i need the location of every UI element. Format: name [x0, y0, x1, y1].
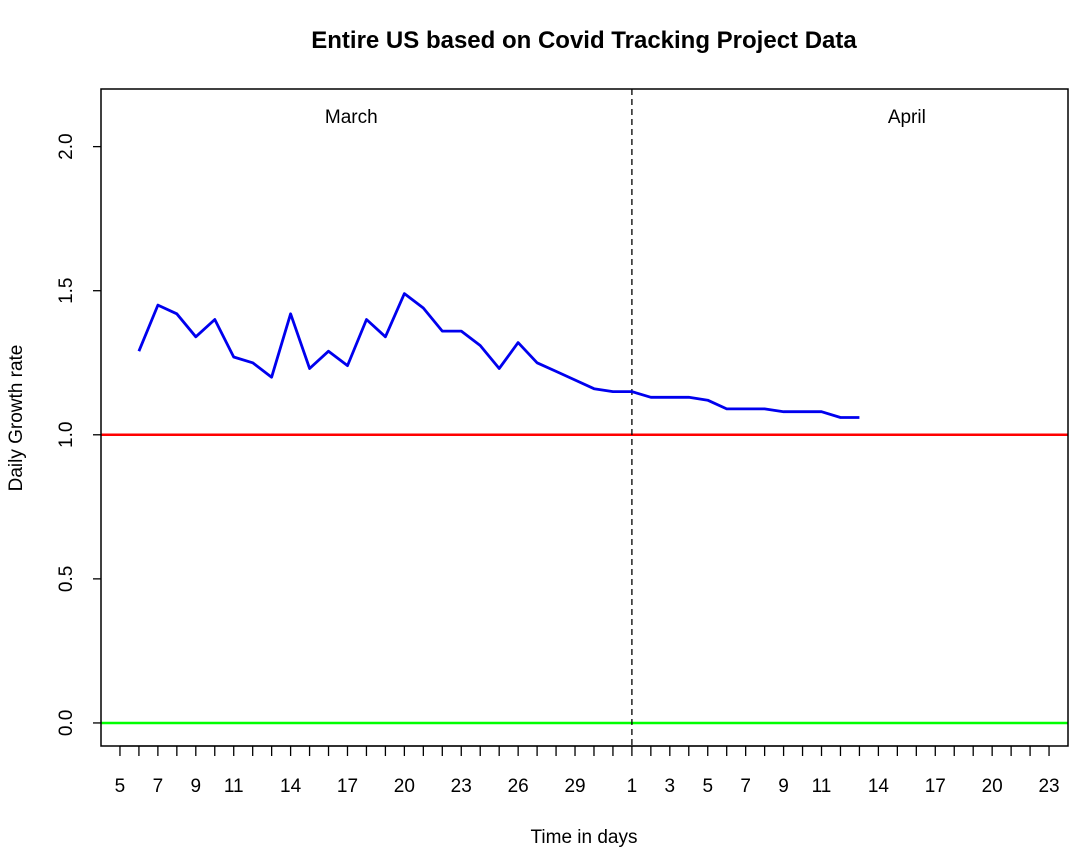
x-tick-label: 17	[337, 776, 358, 797]
x-tick-label: 5	[702, 776, 713, 797]
x-tick-label: 9	[778, 776, 789, 797]
x-tick-label: 3	[665, 776, 676, 797]
plot-area	[101, 89, 1068, 746]
x-tick-label: 14	[868, 776, 890, 797]
x-tick-label: 20	[982, 776, 1003, 797]
y-axis-label: Daily Growth rate	[6, 345, 27, 492]
chart-title: Entire US based on Covid Tracking Projec…	[311, 27, 857, 54]
x-tick-label: 29	[564, 776, 585, 797]
y-tick-label: 0.0	[56, 710, 77, 736]
x-tick-label: 7	[740, 776, 751, 797]
x-tick-label: 17	[925, 776, 946, 797]
month-label: March	[325, 107, 378, 128]
x-tick-label: 20	[394, 776, 415, 797]
x-axis-label: Time in days	[531, 827, 638, 848]
x-tick-label: 11	[224, 776, 244, 797]
y-axis: 0.0 0.5 1.0 1.5 2.0	[56, 133, 101, 736]
x-tick-label: 26	[508, 776, 529, 797]
y-tick-label: 1.0	[56, 422, 77, 448]
y-tick-label: 2.0	[56, 133, 77, 159]
x-tick-label: 11	[812, 776, 832, 797]
x-tick-label: 7	[153, 776, 164, 797]
x-tick-label: 14	[280, 776, 302, 797]
x-tick-label: 23	[1038, 776, 1059, 797]
month-label: April	[888, 107, 926, 128]
series-line	[137, 292, 860, 419]
y-tick-label: 0.5	[56, 566, 77, 592]
y-tick-label: 1.5	[56, 277, 77, 303]
month-labels: March April	[325, 107, 926, 128]
x-axis: 5 7 9 11 14 17 20 23 26 29 1 3 5 7 9 11 14 17 20 23	[115, 745, 1060, 797]
x-tick-label: 1	[627, 776, 638, 797]
x-tick-label: 5	[115, 776, 126, 797]
x-tick-label: 9	[191, 776, 202, 797]
x-tick-label: 23	[451, 776, 472, 797]
